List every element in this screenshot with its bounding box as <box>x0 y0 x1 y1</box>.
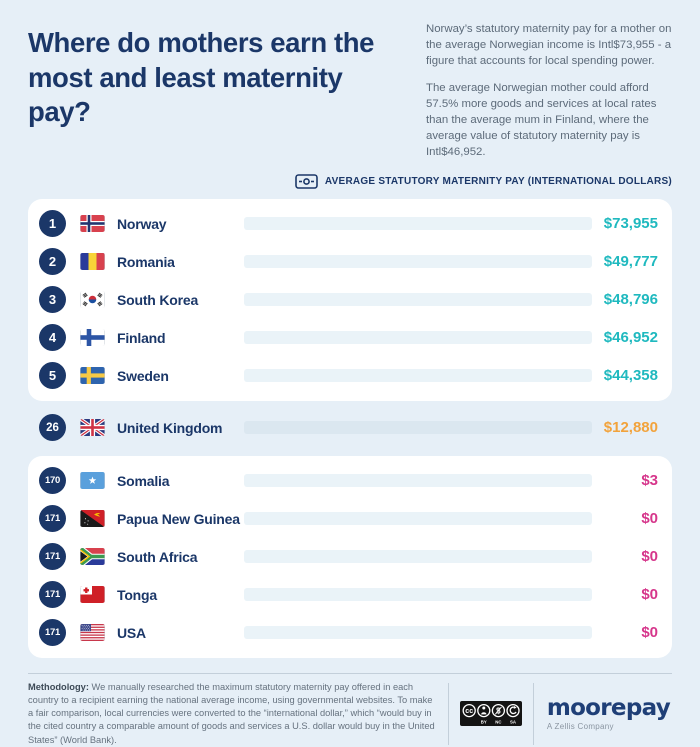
uk-section: 26 United Kingdom $12,880 <box>28 409 672 447</box>
rank-badge: 171 <box>39 505 66 533</box>
brand-name: moorepay <box>546 694 671 721</box>
value-label: $3 <box>641 472 658 490</box>
value-label: $44,358 <box>603 367 658 385</box>
table-row-tonga: 171 Tonga $0 <box>39 576 658 614</box>
value-label: $12,880 <box>603 419 658 437</box>
svg-text:cc: cc <box>465 708 473 715</box>
sweden-flag-icon <box>80 367 105 385</box>
country-label: Papua New Guinea <box>117 510 240 527</box>
bar-track <box>244 626 592 640</box>
south-korea-flag-icon <box>80 291 105 309</box>
bar-track <box>244 293 592 307</box>
table-row-finland: 4 Finland $46,952 <box>39 319 658 357</box>
country-label: Sweden <box>117 367 169 384</box>
rank-badge: 4 <box>39 324 66 352</box>
bar-track <box>244 588 592 602</box>
value-label: $46,952 <box>603 329 658 347</box>
brand-tagline: A Zellis Company <box>546 721 614 731</box>
table-row-somalia: 170 Somalia $3 <box>39 462 658 500</box>
country-label: South Africa <box>117 548 198 565</box>
value-label: $48,796 <box>603 291 658 309</box>
country-label: Romania <box>117 253 175 270</box>
table-row-south-korea: 3 South Korea $48,796 <box>39 281 658 319</box>
country-label: South Korea <box>117 291 199 308</box>
slider-bar-icon <box>295 174 318 190</box>
tonga-flag-icon <box>80 586 105 604</box>
country-label: Somalia <box>117 472 170 489</box>
table-row-united-kingdom: 26 United Kingdom $12,880 <box>39 409 658 447</box>
rank-badge: 171 <box>39 581 66 609</box>
papua-new-guinea-flag-icon <box>80 510 105 528</box>
somalia-flag-icon <box>80 472 105 490</box>
bar-track <box>244 474 592 488</box>
methodology-text: Methodology: We manually researched the … <box>28 681 435 745</box>
table-row-norway: 1 Norway $73,955 <box>39 205 658 243</box>
value-label: $73,955 <box>603 215 658 233</box>
rank-badge: 5 <box>39 362 66 390</box>
rank-badge: 26 <box>39 414 66 442</box>
country-label: Finland <box>117 329 166 346</box>
norway-flag-icon <box>80 215 105 233</box>
rank-badge: 170 <box>39 467 66 495</box>
value-label: $49,777 <box>603 253 658 271</box>
footer-divider <box>447 682 449 745</box>
legend-label: AVERAGE STATUTORY MATERNITY PAY (INTERNA… <box>324 176 672 188</box>
methodology-label: Methodology: <box>28 681 89 692</box>
top-ranked-card: 1 Norway $73,955 2 Romania $49,777 3 <box>28 198 672 401</box>
country-label: United Kingdom <box>117 419 223 436</box>
country-label: USA <box>117 624 146 641</box>
bar-track <box>244 550 592 564</box>
intro-text: Norway’s statutory maternity pay for a m… <box>426 20 672 161</box>
rank-badge: 171 <box>39 543 66 571</box>
bar-track <box>244 255 592 269</box>
value-label: $0 <box>641 624 658 642</box>
table-row-romania: 2 Romania $49,777 <box>39 243 658 281</box>
rank-badge: 3 <box>39 286 66 314</box>
bar-track <box>244 421 592 435</box>
usa-flag-icon <box>80 624 105 642</box>
bar-track <box>244 217 592 231</box>
rank-badge: 1 <box>39 210 66 238</box>
moorepay-logo: moorepay A Zellis Company <box>545 694 672 731</box>
south-africa-flag-icon <box>80 548 105 566</box>
header: Where do mothers earn the most and least… <box>28 20 672 161</box>
footer: Methodology: We manually researched the … <box>28 672 672 747</box>
country-label: Norway <box>117 215 167 232</box>
table-row-usa: 171 USA $0 <box>39 614 658 652</box>
bottom-ranked-card: 170 Somalia $3 171 Papua New Guinea $0 1… <box>28 455 672 658</box>
romania-flag-icon <box>80 253 105 271</box>
table-row-papua-new-guinea: 171 Papua New Guinea $0 <box>39 500 658 538</box>
value-label: $0 <box>641 510 658 528</box>
intro-paragraph-1: Norway’s statutory maternity pay for a m… <box>426 23 672 67</box>
page-title: Where do mothers earn the most and least… <box>28 27 375 128</box>
bar-track <box>244 331 592 345</box>
footer-divider <box>532 682 534 745</box>
intro-paragraph-2: The average Norwegian mother could affor… <box>426 81 657 158</box>
united-kingdom-flag-icon <box>80 419 105 437</box>
rank-badge: 2 <box>39 248 66 276</box>
finland-flag-icon <box>80 329 105 347</box>
bar-track <box>244 512 592 526</box>
table-row-sweden: 5 Sweden $44,358 <box>39 357 658 395</box>
bar-track <box>244 369 592 383</box>
table-row-south-africa: 171 South Africa $0 <box>39 538 658 576</box>
rank-badge: 171 <box>39 619 66 647</box>
value-label: $0 <box>641 586 658 604</box>
country-label: Tonga <box>117 586 157 603</box>
value-label: $0 <box>641 548 658 566</box>
legend: AVERAGE STATUTORY MATERNITY PAY (INTERNA… <box>28 174 672 190</box>
